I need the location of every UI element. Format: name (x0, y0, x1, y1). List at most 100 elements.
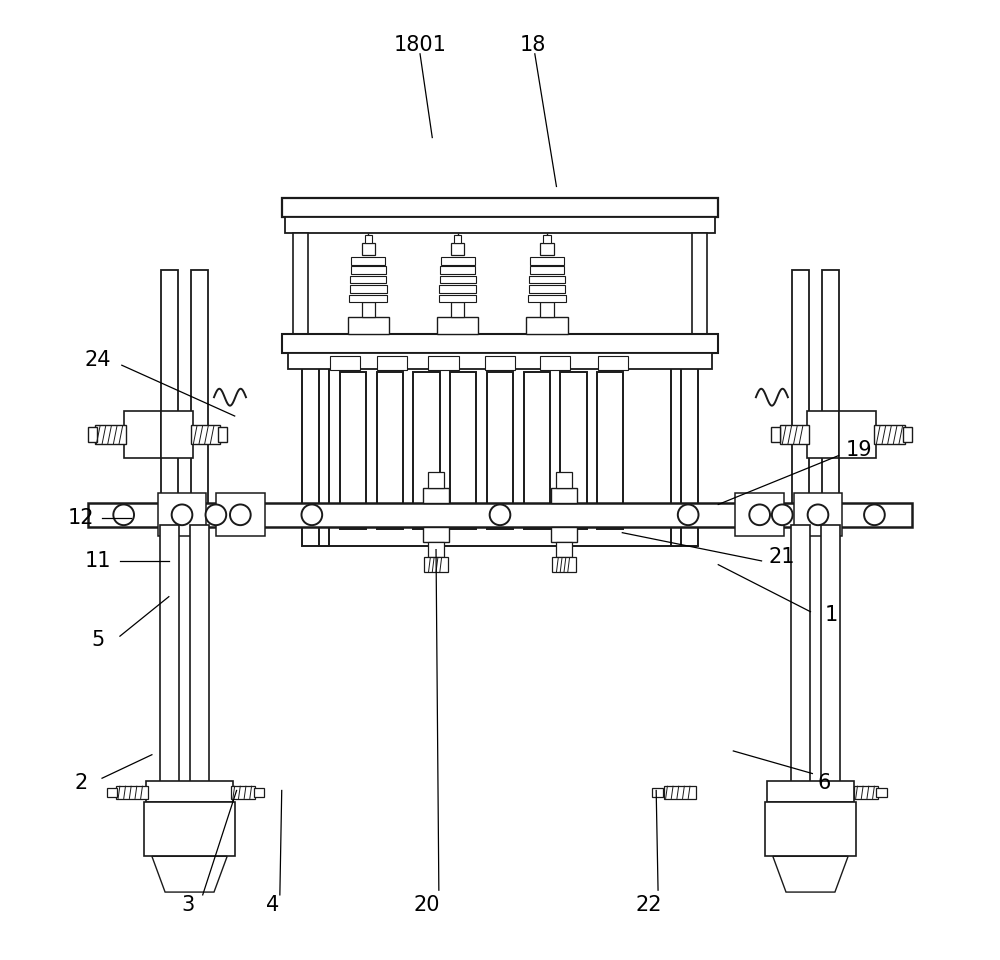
Circle shape (113, 504, 134, 525)
Bar (551, 527, 577, 542)
Bar (799, 802, 818, 809)
Bar (428, 472, 444, 488)
Circle shape (864, 504, 885, 525)
Bar (560, 372, 587, 529)
Bar (664, 785, 696, 799)
Bar (529, 285, 565, 293)
Bar (440, 267, 475, 274)
Bar (540, 302, 554, 317)
Polygon shape (152, 856, 227, 892)
Bar (424, 557, 448, 572)
Bar (530, 267, 564, 274)
Polygon shape (773, 856, 848, 892)
Text: 24: 24 (84, 349, 111, 370)
Circle shape (490, 504, 510, 525)
Bar (124, 411, 161, 458)
Bar (144, 802, 235, 856)
Bar (191, 425, 220, 444)
Text: 5: 5 (92, 630, 105, 650)
Bar (454, 235, 461, 243)
Bar (428, 542, 444, 557)
Bar (377, 356, 407, 370)
Bar (839, 411, 876, 458)
Bar (876, 787, 887, 797)
Text: 1: 1 (825, 606, 838, 626)
Bar (780, 425, 809, 444)
Bar (216, 493, 265, 537)
Text: 6: 6 (818, 773, 831, 793)
Bar (765, 802, 856, 856)
Text: 21: 21 (769, 547, 795, 567)
Circle shape (301, 504, 322, 525)
Bar (485, 356, 515, 370)
Bar (350, 276, 386, 283)
Bar (254, 787, 264, 797)
Bar (556, 472, 572, 488)
Bar (160, 525, 179, 790)
Bar (282, 198, 718, 217)
Bar (551, 488, 577, 503)
Circle shape (206, 504, 226, 525)
Bar (282, 334, 718, 353)
Bar (528, 295, 566, 302)
Bar (439, 285, 476, 293)
Bar (437, 317, 478, 334)
Circle shape (749, 504, 770, 525)
Bar (349, 295, 387, 302)
Bar (597, 372, 623, 529)
Circle shape (772, 504, 793, 525)
Bar (319, 353, 329, 546)
Bar (377, 372, 403, 529)
Circle shape (678, 504, 699, 525)
Bar (540, 243, 554, 255)
Bar (116, 785, 148, 799)
Bar (540, 356, 570, 370)
Bar (288, 353, 712, 369)
Bar (285, 217, 715, 232)
Text: 2: 2 (75, 773, 88, 793)
Bar (530, 257, 564, 265)
Bar (524, 372, 550, 529)
Bar (441, 257, 475, 265)
Bar (791, 525, 810, 790)
Bar (178, 802, 197, 809)
Text: 19: 19 (846, 440, 873, 460)
Bar (543, 235, 551, 243)
Bar (428, 356, 459, 370)
Bar (794, 493, 842, 537)
Bar (598, 356, 628, 370)
Circle shape (808, 504, 828, 525)
Bar (451, 302, 464, 317)
Bar (526, 317, 568, 334)
Text: 4: 4 (266, 896, 279, 915)
Bar (348, 317, 389, 334)
Bar (362, 302, 375, 317)
Bar (191, 270, 208, 529)
Bar (671, 353, 681, 546)
Bar (874, 425, 905, 444)
Bar (351, 267, 386, 274)
Bar (190, 525, 209, 790)
Bar (450, 372, 476, 529)
Bar (692, 232, 707, 346)
Bar (735, 493, 784, 537)
Bar (330, 356, 360, 370)
Bar (821, 525, 840, 790)
Bar (529, 276, 565, 283)
Bar (451, 243, 464, 255)
Bar (487, 372, 513, 529)
Text: 11: 11 (85, 551, 112, 571)
Bar (365, 235, 372, 243)
Bar (780, 802, 799, 809)
Bar (159, 802, 178, 809)
Bar (340, 372, 366, 529)
Bar (218, 427, 227, 443)
Text: 20: 20 (413, 896, 440, 915)
Bar (88, 427, 97, 443)
Bar (652, 787, 663, 797)
Bar (161, 411, 193, 458)
Bar (423, 488, 449, 503)
Bar (302, 353, 698, 546)
Bar (903, 427, 912, 443)
Bar (413, 372, 440, 529)
